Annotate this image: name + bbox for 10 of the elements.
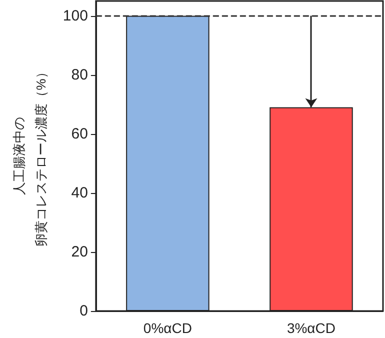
y-tick-label: 100: [62, 7, 88, 24]
text: 卵黄コレステロール濃度（%）: [34, 66, 48, 246]
y-tick-label: 60: [71, 125, 88, 142]
x-tick-label: 0%αCD: [143, 320, 192, 336]
x-tick-label: 3%αCD: [286, 320, 336, 336]
y-tick-label: 20: [71, 243, 88, 260]
y-tick-label: 80: [71, 66, 88, 84]
y-tick-label: 0: [80, 302, 88, 320]
y-tick-label: 40: [71, 184, 88, 202]
text: 人工腸液中の: [12, 117, 26, 195]
